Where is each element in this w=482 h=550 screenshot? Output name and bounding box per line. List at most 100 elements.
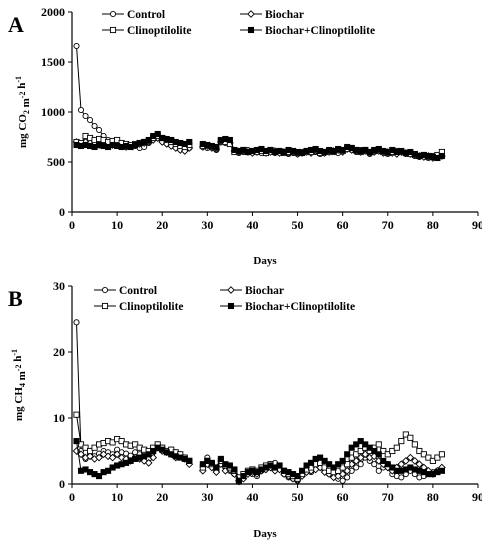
legend-swatch-marker (247, 10, 255, 18)
data-point (96, 473, 103, 480)
data-point (348, 454, 355, 461)
data-point (73, 411, 80, 418)
data-point (401, 457, 410, 465)
data-point (154, 130, 161, 138)
x-tick-label: 90 (472, 490, 482, 504)
data-point (416, 447, 423, 455)
x-tick-label: 0 (69, 490, 75, 504)
data-point (438, 152, 445, 160)
data-point (335, 467, 342, 474)
data-point (384, 451, 391, 458)
data-point (339, 477, 346, 484)
data-point (73, 438, 80, 445)
x-tick-label: 10 (111, 218, 123, 232)
data-point (411, 441, 418, 448)
data-point (186, 457, 193, 464)
data-point (438, 451, 445, 458)
y-tick-label: 1500 (41, 55, 65, 69)
x-tick-label: 20 (156, 490, 168, 504)
data-point (339, 457, 346, 464)
legend-swatch-marker (247, 26, 255, 34)
legend-item-biochar-clinoptilolite: Biochar+Clinoptilolite (240, 25, 375, 37)
panel-label: A (8, 12, 24, 37)
x-tick-label: 30 (201, 490, 213, 504)
x-tick-label: 80 (427, 490, 439, 504)
data-point (132, 441, 139, 448)
x-tick-label: 70 (382, 490, 394, 504)
data-point (357, 447, 364, 455)
data-point (326, 461, 333, 468)
data-point (118, 438, 125, 445)
data-point (96, 126, 103, 134)
x-tick-label: 60 (337, 490, 349, 504)
data-point (217, 455, 224, 462)
data-point (86, 447, 94, 455)
data-point (276, 462, 283, 469)
data-point (208, 459, 215, 466)
data-point (420, 451, 427, 458)
legend-label: Control (119, 285, 157, 297)
legend-label: Biochar+Clinoptilolite (245, 301, 355, 313)
data-point (145, 136, 152, 144)
data-point (362, 441, 369, 448)
x-tick-label: 90 (472, 218, 482, 232)
legend-label: Biochar (265, 9, 304, 21)
data-point (77, 441, 85, 448)
data-point (150, 447, 157, 455)
data-point (113, 450, 121, 459)
data-point (438, 467, 445, 474)
y-tick-label: 30 (53, 279, 65, 293)
x-tick-label: 40 (246, 490, 258, 504)
data-point (226, 136, 233, 144)
legend-label: Biochar+Clinoptilolite (265, 25, 375, 37)
data-point (226, 462, 233, 469)
series-biochar-clinoptilolite (73, 438, 445, 484)
data-point (389, 447, 396, 455)
legend-item-control: Control (102, 9, 165, 21)
series-line (76, 45, 190, 150)
legend: Control Biochar Clinoptilolite Biochar+Clin… (94, 285, 355, 313)
x-axis-label: Days (253, 255, 277, 267)
panel-b-chart: B 0 10 20 30 0 10 20 30 40 50 60 70 80 90 Days mg CH4 m-… (8, 279, 482, 540)
data-point (429, 457, 436, 464)
legend-swatch-marker (109, 10, 117, 18)
data-point (99, 450, 108, 459)
data-point (371, 447, 378, 455)
data-point (406, 453, 415, 462)
data-point (398, 438, 405, 445)
y-axis-label: mg CH4 m-2 h-1 (10, 349, 28, 421)
data-point (95, 453, 103, 462)
data-point (389, 464, 396, 471)
data-point (299, 467, 306, 474)
data-point (294, 473, 301, 480)
legend-swatch-marker (101, 286, 109, 294)
series-line (76, 322, 190, 462)
legend-label: Biochar (245, 285, 284, 297)
x-tick-label: 50 (292, 490, 304, 504)
data-point (82, 112, 89, 120)
legend-item-biochar: Biochar (220, 285, 284, 297)
data-point (73, 42, 80, 50)
y-tick-label: 500 (47, 155, 65, 169)
data-point (109, 439, 116, 446)
x-tick-label: 20 (156, 218, 168, 232)
data-point (384, 461, 391, 468)
data-point (308, 459, 315, 466)
data-point (415, 460, 424, 469)
legend-swatch-marker (227, 286, 235, 294)
y-tick-label: 2000 (41, 5, 65, 19)
legend-label: Control (127, 9, 165, 21)
data-point (86, 452, 94, 461)
data-point (186, 138, 193, 146)
data-point (380, 457, 387, 464)
data-point (213, 464, 220, 471)
data-point (380, 447, 387, 455)
data-point (348, 444, 355, 451)
legend-swatch-marker (227, 302, 235, 310)
data-point (105, 467, 112, 474)
legend-swatch-marker (101, 302, 109, 310)
data-point (235, 477, 242, 484)
legend-label: Clinoptilolite (127, 25, 192, 37)
data-point (240, 473, 247, 480)
